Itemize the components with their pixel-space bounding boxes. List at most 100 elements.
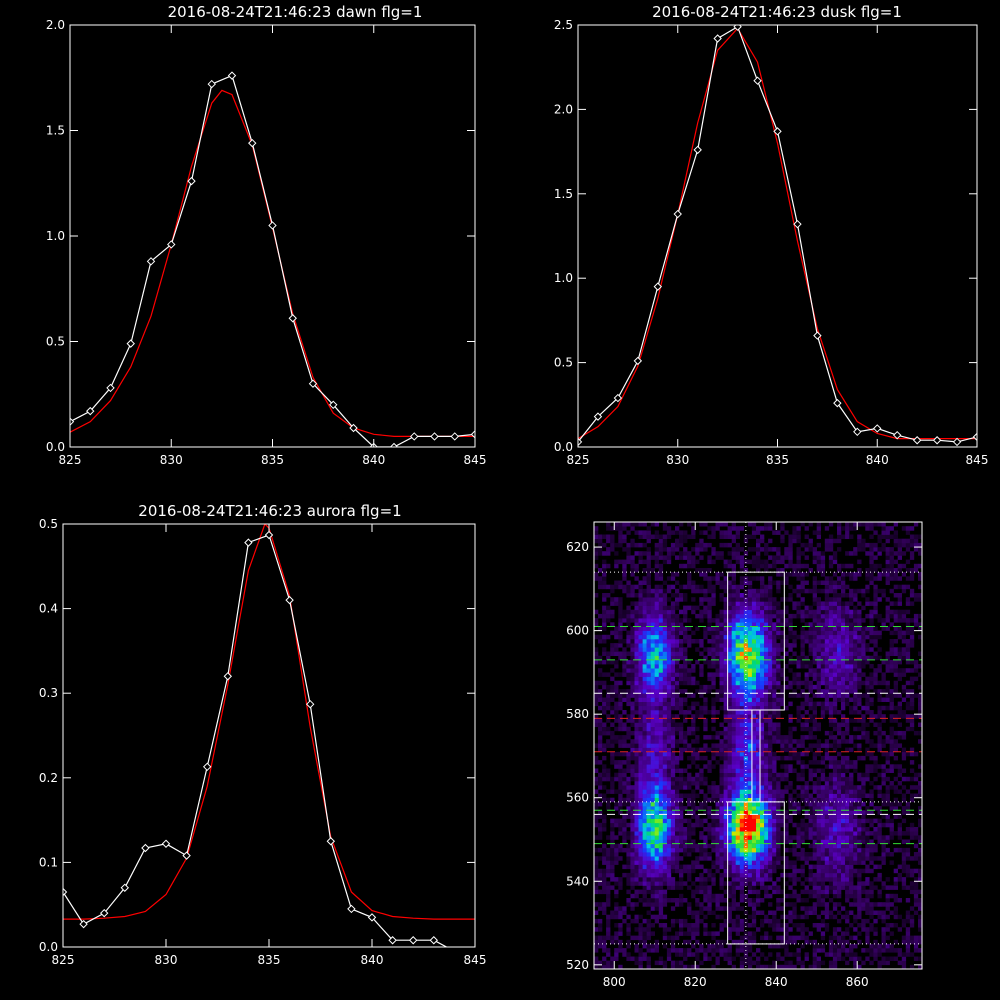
heatmap-cell	[747, 547, 753, 552]
heatmap-cell	[719, 843, 724, 849]
heatmap-cell	[800, 797, 805, 803]
heatmap-cell	[626, 593, 631, 598]
heatmap-cell	[666, 797, 672, 803]
heatmap-cell	[630, 852, 635, 857]
heatmap-cell	[654, 889, 659, 895]
heatmap-cell	[735, 630, 740, 636]
heatmap-cell	[646, 918, 651, 924]
heatmap-cell	[743, 710, 749, 715]
heatmap-cell	[808, 538, 813, 544]
heatmap-cell	[739, 760, 745, 765]
heatmap-cell	[837, 839, 842, 844]
heatmap-cell	[679, 948, 684, 953]
heatmap-cell	[614, 801, 619, 807]
heatmap-cell	[788, 542, 793, 548]
heatmap-cell	[638, 626, 643, 631]
heatmap-cell	[743, 697, 749, 702]
heatmap-cell	[816, 843, 821, 849]
heatmap-cell	[780, 822, 785, 828]
heatmap-cell	[841, 588, 846, 594]
heatmap-cell	[598, 935, 603, 941]
heatmap-cell	[772, 918, 777, 924]
heatmap-cell	[691, 822, 696, 828]
heatmap-cell	[666, 760, 672, 765]
heatmap-cell	[679, 705, 684, 711]
heatmap-cell	[764, 893, 769, 899]
heatmap-cell	[747, 935, 753, 941]
heatmap-cell	[715, 659, 720, 665]
heatmap-cell	[828, 948, 834, 953]
heatmap-cell	[808, 827, 813, 832]
heatmap-cell	[731, 868, 736, 874]
heatmap-cell	[768, 630, 773, 636]
heatmap-cell	[650, 931, 655, 936]
heatmap-cell	[832, 839, 838, 844]
heatmap-cell	[606, 659, 611, 665]
heatmap-cell	[650, 697, 655, 702]
heatmap-cell	[804, 722, 809, 727]
heatmap-cell	[679, 952, 684, 957]
heatmap-cell	[764, 689, 769, 694]
heatmap-cell	[719, 580, 724, 585]
heatmap-cell	[675, 613, 680, 619]
heatmap-cell	[739, 889, 745, 895]
heatmap-cell	[747, 768, 753, 773]
heatmap-cell	[792, 739, 797, 744]
heatmap-cell	[679, 831, 684, 836]
heatmap-cell	[638, 672, 643, 677]
heatmap-cell	[743, 726, 749, 732]
heatmap-cell	[707, 822, 712, 828]
heatmap-cell	[751, 647, 757, 652]
heatmap-cell	[634, 768, 639, 773]
heatmap-cell	[642, 764, 647, 769]
heatmap-cell	[735, 793, 740, 798]
heatmap-cell	[695, 918, 700, 924]
heatmap-cell	[699, 872, 704, 878]
heatmap-cell	[662, 580, 668, 585]
heatmap-cell	[606, 852, 611, 857]
heatmap-cell	[776, 964, 781, 969]
heatmap-cell	[638, 789, 643, 794]
heatmap-cell	[642, 697, 647, 702]
heatmap-cell	[804, 718, 809, 723]
heatmap-cell	[828, 601, 834, 606]
heatmap-cell	[788, 743, 793, 748]
heatmap-cell	[832, 902, 838, 907]
heatmap-cell	[792, 538, 797, 544]
heatmap-cell	[820, 705, 826, 711]
heatmap-cell	[626, 542, 631, 548]
heatmap-cell	[662, 597, 668, 602]
heatmap-cell	[610, 693, 615, 698]
heatmap-cell	[772, 810, 777, 815]
heatmap-cell	[800, 768, 805, 773]
heatmap-cell	[788, 935, 793, 941]
heatmap-cell	[816, 559, 821, 565]
heatmap-cell	[666, 622, 672, 627]
heatmap-cell	[662, 697, 668, 702]
heatmap-cell	[610, 860, 615, 865]
heatmap-cell	[711, 964, 716, 969]
heatmap-cell	[735, 768, 740, 773]
heatmap-cell	[707, 835, 712, 840]
heatmap-cell	[602, 935, 607, 941]
heatmap-cell	[634, 839, 639, 844]
heatmap-cell	[646, 835, 651, 840]
heatmap-cell	[735, 918, 740, 924]
heatmap-cell	[743, 877, 749, 882]
heatmap-cell	[618, 622, 623, 627]
heatmap-cell	[618, 760, 623, 765]
heatmap-cell	[837, 877, 842, 882]
heatmap-cell	[687, 730, 692, 736]
heatmap-cell	[788, 781, 793, 786]
heatmap-cell	[743, 613, 749, 619]
heatmap-cell	[630, 651, 635, 656]
heatmap-cell	[776, 555, 781, 560]
heatmap-cell	[760, 588, 765, 594]
heatmap-cell	[751, 747, 757, 753]
heatmap-cell	[832, 651, 838, 656]
heatmap-cell	[735, 722, 740, 727]
heatmap-cell	[816, 530, 821, 535]
heatmap-cell	[820, 676, 826, 682]
heatmap-cell	[614, 772, 619, 778]
heatmap-cell	[796, 898, 801, 903]
